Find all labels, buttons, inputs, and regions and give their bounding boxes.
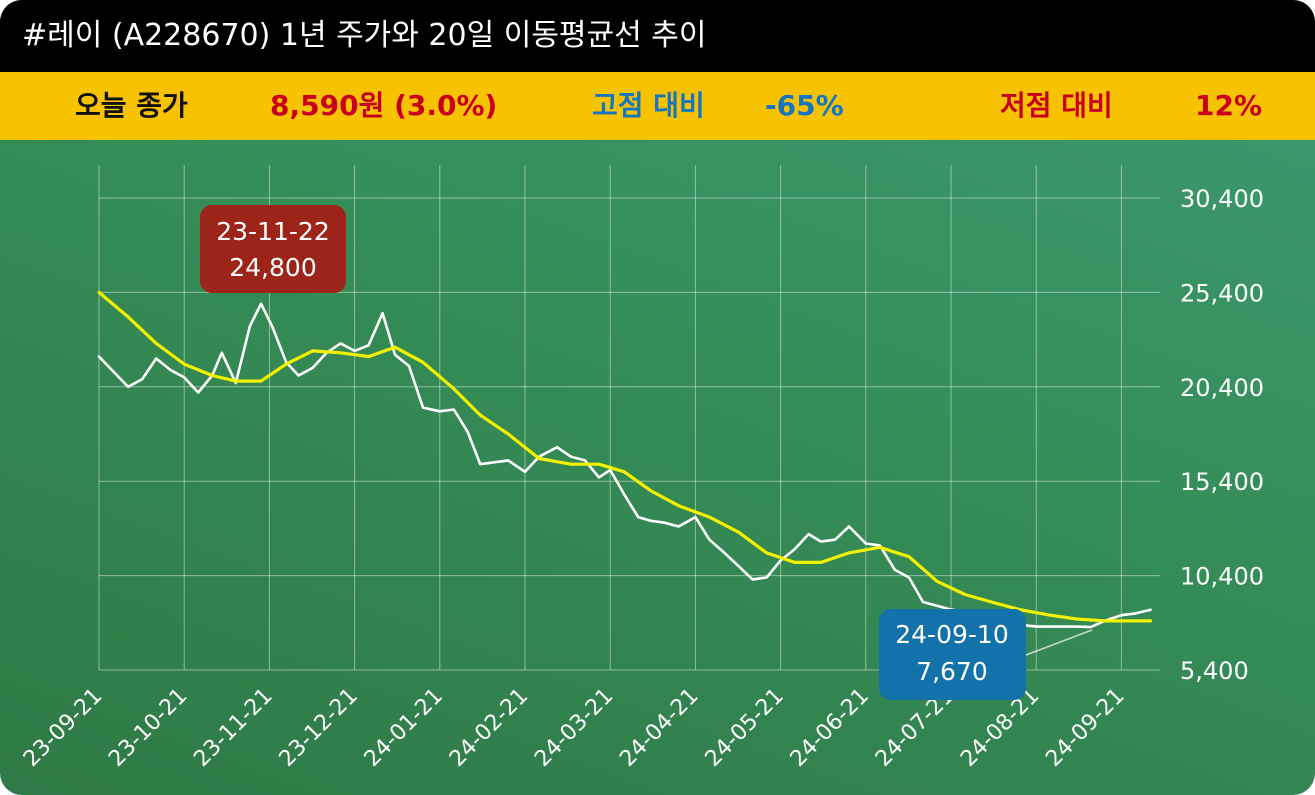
x-tick-label: 23-09-21: [19, 684, 107, 772]
low-annotation-date: 24-09-10: [895, 620, 1008, 649]
low-annotation-box: [879, 609, 1026, 700]
chart-title: #레이 (A228670) 1년 주가와 20일 이동평균선 추이: [22, 18, 707, 53]
x-tick-label: 24-05-21: [701, 684, 789, 772]
x-tick-label: 24-06-21: [786, 684, 874, 772]
low-compare-label: 저점 대비: [1000, 89, 1113, 122]
title-bar: #레이 (A228670) 1년 주가와 20일 이동평균선 추이: [0, 0, 1315, 72]
high-annotation-date: 23-11-22: [216, 217, 329, 246]
y-tick-label: 15,400: [1180, 468, 1264, 496]
x-tick-label: 24-02-21: [445, 684, 533, 772]
info-bar: 오늘 종가 8,590원 (3.0%) 고점 대비 -65% 저점 대비 12%: [0, 72, 1315, 140]
y-tick-label: 30,400: [1180, 185, 1264, 213]
high-annotation-box: [200, 205, 346, 293]
high-annotation-value: 24,800: [229, 253, 316, 282]
x-tick-label: 24-01-21: [360, 684, 448, 772]
ma20-line: [97, 290, 1153, 623]
low-compare-value: 12%: [1195, 89, 1263, 122]
y-tick-label: 5,400: [1180, 657, 1249, 685]
close-label: 오늘 종가: [75, 89, 188, 122]
low-annotation-value: 7,670: [916, 657, 988, 686]
x-tick-label: 23-12-21: [275, 684, 363, 772]
x-tick-label: 24-03-21: [530, 684, 618, 772]
low-annotation-leader: [1025, 629, 1093, 656]
x-tick-label: 23-11-21: [189, 684, 277, 772]
y-tick-label: 20,400: [1180, 374, 1264, 402]
y-tick-label: 25,400: [1180, 279, 1264, 307]
high-compare-label: 고점 대비: [592, 89, 705, 122]
close-value: 8,590원 (3.0%): [270, 89, 498, 122]
x-tick-label: 24-09-21: [1041, 684, 1129, 772]
y-tick-label: 10,400: [1180, 563, 1264, 591]
price-line: [97, 302, 1152, 629]
x-tick-label: 24-04-21: [615, 684, 703, 772]
high-compare-value: -65%: [765, 89, 844, 122]
x-tick-label: 23-10-21: [104, 684, 192, 772]
